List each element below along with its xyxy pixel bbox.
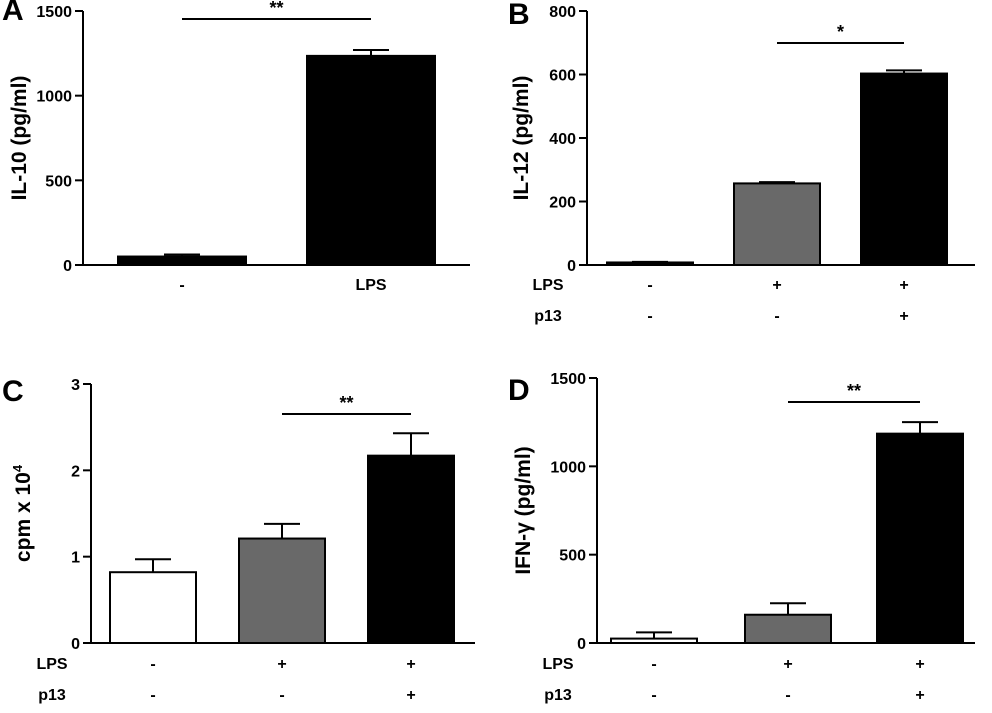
condition-value: - bbox=[150, 687, 155, 704]
condition-value: LPS bbox=[355, 277, 386, 294]
condition-row-label: LPS bbox=[532, 277, 563, 294]
y-tick-label: 1000 bbox=[550, 459, 586, 476]
condition-row-label: p13 bbox=[534, 308, 562, 325]
y-tick-label: 0 bbox=[577, 636, 586, 653]
condition-row-label: LPS bbox=[542, 656, 573, 673]
y-tick-label: 1500 bbox=[36, 4, 72, 21]
y-tick-label: 0 bbox=[71, 636, 80, 653]
condition-value: - bbox=[647, 277, 652, 294]
y-tick-label: 500 bbox=[559, 548, 586, 565]
y-tick-label: 0 bbox=[63, 258, 72, 275]
bar bbox=[606, 261, 694, 266]
condition-value: + bbox=[899, 308, 908, 325]
y-axis-label-text: cpm x 10 bbox=[12, 472, 35, 562]
bar bbox=[744, 613, 832, 645]
y-tick-label: 1000 bbox=[36, 89, 72, 106]
condition-value: + bbox=[772, 277, 781, 294]
panel-letter: C bbox=[2, 375, 24, 408]
bar bbox=[860, 72, 948, 266]
y-axis-label: cpm x 104 bbox=[10, 464, 35, 562]
condition-value: + bbox=[915, 656, 924, 673]
y-tick-label: 800 bbox=[549, 4, 576, 21]
condition-value: + bbox=[915, 687, 924, 704]
y-tick-label: 2 bbox=[71, 463, 80, 480]
y-axis-label-text: IL-12 (pg/ml) bbox=[510, 76, 533, 201]
significance-label: ** bbox=[339, 393, 353, 413]
y-axis-label-superscript: 4 bbox=[10, 464, 25, 472]
y-tick-label: 1 bbox=[71, 550, 80, 567]
bar bbox=[733, 182, 821, 266]
condition-value: + bbox=[406, 656, 415, 673]
bar bbox=[876, 432, 964, 644]
condition-value: - bbox=[179, 277, 184, 294]
bar bbox=[238, 537, 326, 645]
condition-value: - bbox=[150, 656, 155, 673]
bar bbox=[367, 454, 455, 645]
y-tick-label: 400 bbox=[549, 131, 576, 148]
y-tick-label: 500 bbox=[45, 173, 72, 190]
y-axis-label: IFN-γ (pg/ml) bbox=[512, 446, 535, 574]
y-axis-label: IL-12 (pg/ml) bbox=[510, 76, 533, 201]
y-axis-label-text: IL-10 (pg/ml) bbox=[8, 76, 31, 201]
y-tick-label: 3 bbox=[71, 377, 80, 394]
panel-a: A IL-10 (pg/ml) 0 500 1000 1500 ** - LPS bbox=[2, 0, 470, 294]
significance-label: * bbox=[837, 22, 844, 42]
condition-row-label: p13 bbox=[38, 687, 66, 704]
bar bbox=[306, 54, 436, 266]
condition-value: - bbox=[651, 656, 656, 673]
panel-d: D IFN-γ (pg/ml) 0 500 1000 1500 ** LPS - + + p13 - - + bbox=[508, 371, 975, 704]
condition-value: - bbox=[785, 687, 790, 704]
panel-letter: D bbox=[508, 374, 530, 407]
significance-label: ** bbox=[847, 381, 861, 401]
condition-value: - bbox=[279, 687, 284, 704]
panel-b: B IL-12 (pg/ml) 0 200 400 600 800 * LPS - + + p13 - - + bbox=[508, 0, 975, 325]
bar bbox=[117, 255, 247, 266]
panel-letter: A bbox=[2, 0, 24, 27]
condition-value: + bbox=[277, 656, 286, 673]
y-axis-label: IL-10 (pg/ml) bbox=[8, 76, 31, 201]
condition-row-label: p13 bbox=[544, 687, 572, 704]
condition-value: + bbox=[406, 687, 415, 704]
condition-value: + bbox=[783, 656, 792, 673]
condition-row-label: LPS bbox=[36, 656, 67, 673]
y-tick-label: 1500 bbox=[550, 371, 586, 388]
y-tick-label: 200 bbox=[549, 195, 576, 212]
significance-label: ** bbox=[269, 0, 283, 18]
condition-value: - bbox=[774, 308, 779, 325]
y-tick-label: 0 bbox=[567, 258, 576, 275]
condition-value: - bbox=[647, 308, 652, 325]
y-axis-label-text: IFN-γ (pg/ml) bbox=[512, 446, 535, 574]
condition-value: - bbox=[651, 687, 656, 704]
bar bbox=[610, 637, 698, 644]
y-tick-label: 600 bbox=[549, 68, 576, 85]
panel-letter: B bbox=[508, 0, 530, 31]
bar bbox=[109, 571, 197, 644]
condition-value: + bbox=[899, 277, 908, 294]
